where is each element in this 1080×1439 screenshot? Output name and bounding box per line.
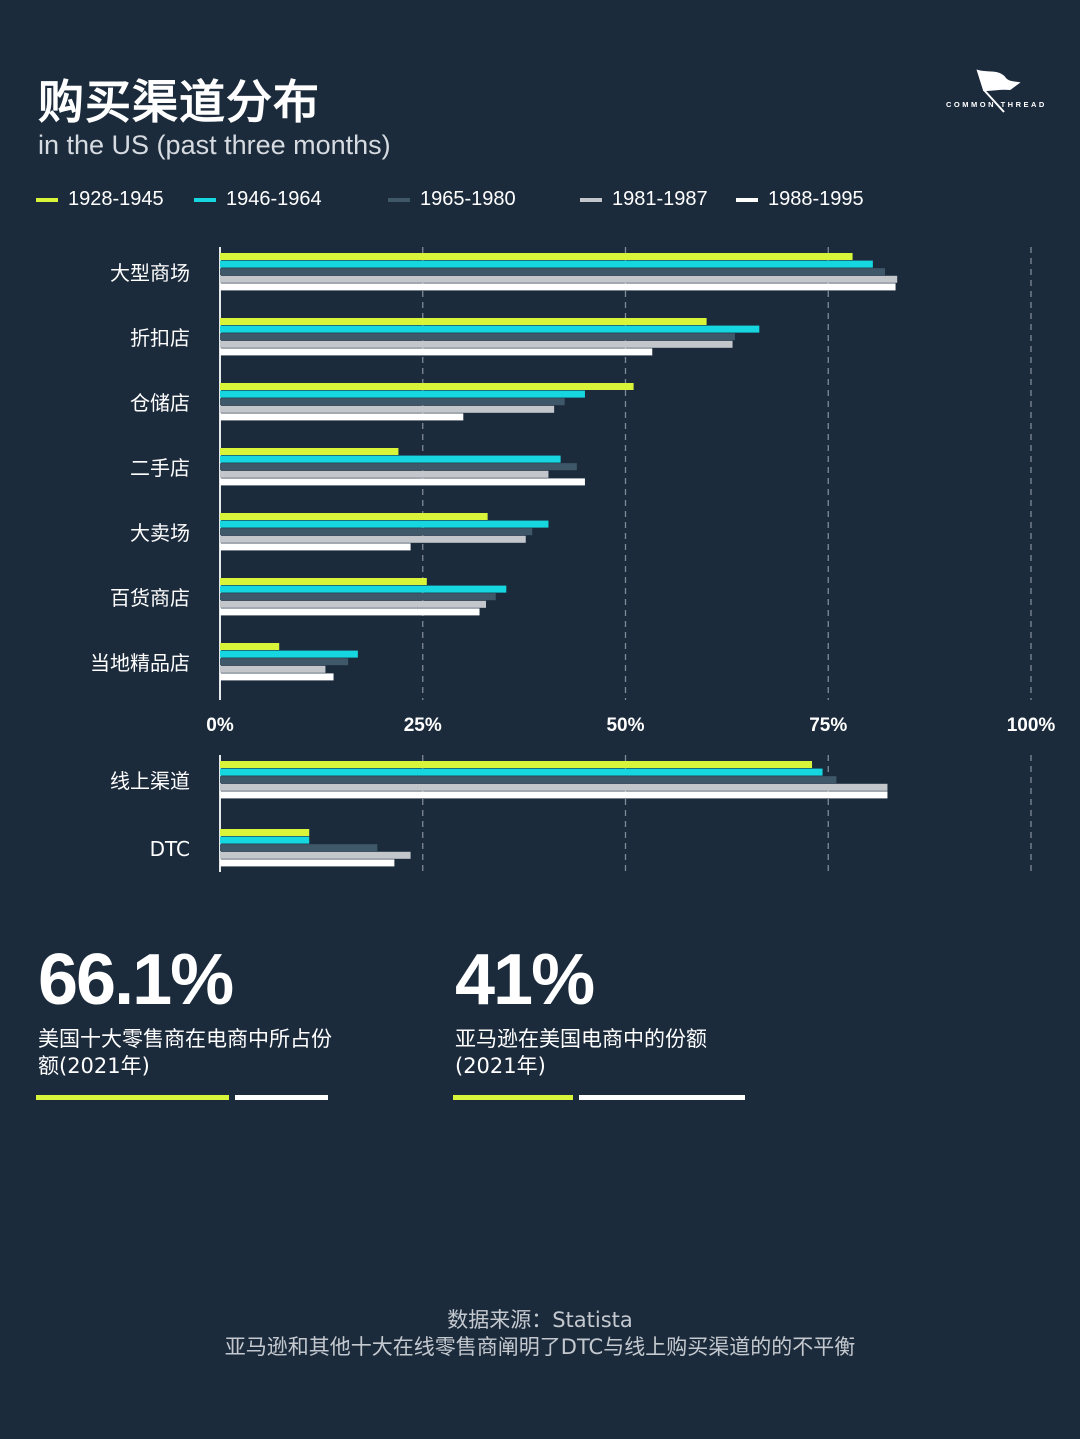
bar — [220, 783, 888, 791]
category-label: 大型商场 — [110, 261, 190, 285]
bar — [220, 325, 760, 333]
category-label: 折扣店 — [130, 326, 190, 350]
x-tick-label: 25% — [404, 715, 442, 736]
bar — [220, 398, 565, 406]
bar — [220, 405, 555, 413]
stat-value: 41% — [455, 940, 595, 1020]
legend-label: 1981-1987 — [612, 188, 708, 210]
bar — [220, 268, 886, 276]
bar — [220, 463, 577, 471]
flag-icon: COMMON THREAD — [946, 69, 1047, 113]
category-label: 仓储店 — [130, 391, 190, 415]
legend-item: 1946-1964 — [194, 188, 322, 211]
bar — [220, 665, 326, 673]
stat-description: 亚马逊在美国电商中的份额(2021年) — [455, 1027, 707, 1078]
bar — [220, 643, 280, 650]
bar — [220, 593, 496, 601]
stat-top-ten-share: 66.1% 美国十大零售商在电商中所占份额(2021年) — [38, 940, 348, 1080]
bar — [220, 383, 634, 390]
share-bar-remainder — [235, 1095, 328, 1100]
legend-item: 1928-1945 — [36, 188, 164, 211]
bar — [220, 768, 823, 776]
bar — [220, 543, 411, 551]
legend-swatch — [36, 197, 58, 202]
bar — [220, 340, 733, 348]
share-bar-amazon — [453, 1095, 745, 1100]
legend-label: 1965-1980 — [420, 188, 516, 210]
category-label: DTC — [150, 837, 190, 861]
bar — [220, 448, 399, 455]
bar — [220, 470, 549, 478]
x-tick-label: 0% — [206, 715, 234, 736]
legend-swatch — [736, 197, 758, 202]
share-bar-fill — [453, 1095, 573, 1100]
share-bar-remainder — [578, 1095, 745, 1100]
bar — [220, 528, 533, 536]
bar — [220, 673, 334, 681]
category-label: 线上渠道 — [110, 769, 190, 793]
logo-text: COMMON THREAD — [946, 100, 1047, 109]
bar — [220, 851, 411, 859]
bar — [220, 390, 585, 398]
legend-label: 1988-1995 — [768, 188, 864, 210]
bar — [220, 578, 427, 585]
bar — [220, 318, 707, 325]
bar — [220, 455, 561, 463]
bar — [220, 761, 813, 768]
bar — [220, 513, 488, 520]
bar — [220, 658, 349, 666]
legend-item: 1965-1980 — [388, 188, 516, 211]
stat-amazon-share: 41% 亚马逊在美国电商中的份额(2021年) — [455, 940, 765, 1080]
bar — [220, 535, 526, 543]
bar — [220, 650, 358, 658]
bar — [220, 600, 487, 608]
legend-label: 1928-1945 — [68, 188, 164, 210]
bar — [220, 791, 888, 799]
share-bar-top-ten — [36, 1095, 328, 1100]
bar — [220, 275, 898, 283]
footer-note: 亚马逊和其他十大在线零售商阐明了DTC与线上购买渠道的的不平衡 — [224, 1335, 856, 1359]
legend-item: 1988-1995 — [736, 188, 864, 211]
chart-title: 购买渠道分布 — [38, 75, 320, 129]
bar — [220, 608, 480, 616]
x-tick-label: 75% — [809, 715, 847, 736]
x-tick-label: 100% — [1007, 715, 1056, 736]
bar — [220, 348, 653, 356]
legend-swatch — [580, 197, 602, 202]
legend-swatch — [388, 197, 410, 202]
stat-value: 66.1% — [38, 940, 234, 1020]
bar — [220, 520, 549, 528]
common-thread-logo: COMMON THREAD — [944, 68, 1064, 118]
bar — [220, 836, 310, 844]
bar — [220, 333, 735, 341]
category-label: 当地精品店 — [90, 651, 190, 675]
category-label: 百货商店 — [110, 586, 190, 610]
chart-subtitle: in the US (past three months) — [38, 130, 391, 160]
legend-item: 1981-1987 — [580, 188, 708, 211]
legend-swatch — [194, 197, 216, 202]
legend: 1928-1945 1946-1964 1965-1980 1981-1987 1988… — [36, 188, 1036, 216]
bar — [220, 253, 853, 260]
legend-label: 1946-1964 — [226, 188, 322, 210]
category-label: 二手店 — [130, 456, 190, 480]
bar — [220, 478, 585, 486]
category-label: 大卖场 — [130, 521, 190, 545]
bar — [220, 776, 837, 784]
bar — [220, 859, 395, 867]
stat-description: 美国十大零售商在电商中所占份额(2021年) — [38, 1027, 332, 1078]
bar — [220, 260, 873, 268]
data-source: 数据来源：Statista — [447, 1308, 633, 1332]
x-tick-label: 50% — [606, 715, 644, 736]
bar — [220, 283, 896, 291]
bar — [220, 844, 378, 852]
share-bar-fill — [36, 1095, 229, 1100]
bar — [220, 829, 310, 836]
bar — [220, 585, 507, 593]
bar — [220, 413, 464, 421]
